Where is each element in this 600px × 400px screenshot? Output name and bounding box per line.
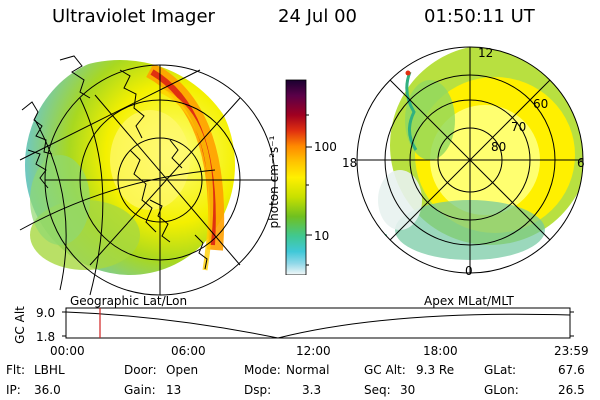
mode-label: Mode: (244, 363, 281, 377)
gcalt-value: 9.3 Re (416, 363, 455, 377)
dsp-label: Dsp: (244, 383, 272, 397)
geographic-panel-label: Geographic Lat/Lon (70, 294, 188, 308)
mlat-label-80: 80 (491, 140, 507, 154)
ip-value: 36.0 (34, 383, 61, 397)
app-title: Ultraviolet Imager (52, 6, 215, 27)
mlt-label-18: 18 (342, 156, 358, 170)
mode-value: Normal (286, 363, 330, 377)
mlt-label-12: 12 (478, 46, 494, 60)
mlt-label-6: 6 (577, 156, 585, 170)
colorbar-tick-100: 100 (314, 140, 337, 154)
ip-label: IP: (6, 383, 21, 397)
mlat-label-60: 60 (533, 97, 549, 111)
glat-value: 67.6 (558, 363, 585, 377)
timeline-axis-label: GC Alt (13, 306, 27, 344)
glat-label: GLat: (484, 363, 517, 377)
gain-value: 13 (166, 383, 182, 397)
intensity-colorbar (285, 79, 312, 275)
gcalt-label: GC Alt: (364, 363, 406, 377)
timeline-xtick-1800: 18:00 (423, 344, 458, 358)
flt-label: Flt: (6, 363, 25, 377)
timeline-xtick-2359: 23:59 (554, 344, 589, 358)
mlat-label-70: 70 (511, 120, 527, 134)
colorbar-tick-10: 10 (314, 229, 330, 243)
glon-value: 26.5 (558, 383, 585, 397)
seq-label: Seq: (364, 383, 391, 397)
glon-label: GLon: (484, 383, 519, 397)
timeline-ytick-1-8: 1.8 (36, 330, 56, 344)
apex-panel-label: Apex MLat/MLT (424, 294, 514, 308)
gain-label: Gain: (124, 383, 156, 397)
timeline-xtick-1200: 12:00 (296, 344, 331, 358)
timeline-ytick-9: 9.0 (36, 306, 56, 320)
image-date: 24 Jul 00 (278, 6, 357, 27)
image-time: 01:50:11 UT (424, 6, 535, 27)
mlt-label-0: 0 (465, 264, 473, 278)
door-label: Door: (124, 363, 157, 377)
flt-value: LBHL (34, 363, 65, 377)
altitude-timeline (62, 307, 574, 339)
timeline-xtick-0000: 00:00 (50, 344, 85, 358)
seq-value: 30 (400, 383, 416, 397)
timeline-xtick-0600: 06:00 (171, 344, 206, 358)
dsp-value: 3.3 (302, 383, 322, 397)
door-value: Open (166, 363, 199, 377)
